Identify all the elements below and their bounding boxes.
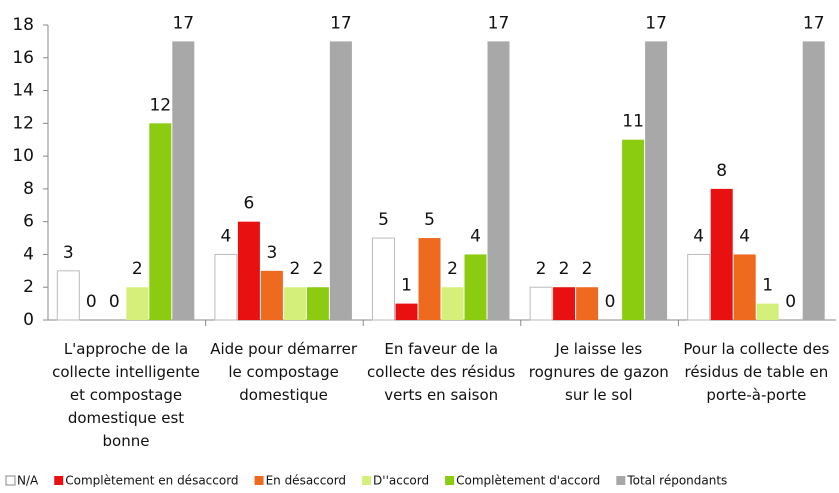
data-label: 2 <box>447 259 458 279</box>
bar <box>464 254 487 320</box>
data-label: 0 <box>109 292 120 312</box>
data-label: 2 <box>132 259 143 279</box>
data-label: 2 <box>559 259 570 279</box>
legend-swatch <box>254 476 264 485</box>
data-label: 2 <box>312 259 323 279</box>
data-label: 3 <box>266 243 277 263</box>
bar <box>418 238 441 320</box>
legend-label: D''accord <box>373 474 429 488</box>
y-tick-label: 8 <box>23 179 34 199</box>
legend-swatch <box>445 476 455 485</box>
data-label: 5 <box>378 210 389 230</box>
x-tick-label: L'approche de la collecte intelligente e… <box>52 340 200 450</box>
data-label: 0 <box>86 292 97 312</box>
legend-label: Total répondants <box>626 474 727 488</box>
bar <box>214 253 238 321</box>
y-tick-label: 10 <box>12 146 34 166</box>
data-label: 8 <box>716 161 727 181</box>
data-label: 12 <box>149 95 171 115</box>
legend-label: Complètement d'accord <box>456 474 600 488</box>
data-label: 17 <box>172 13 194 33</box>
data-label: 1 <box>401 276 412 296</box>
legend-swatch <box>54 476 64 485</box>
data-label: 17 <box>803 13 825 33</box>
bar <box>372 237 395 321</box>
y-tick-label: 6 <box>23 212 34 232</box>
data-label: 4 <box>220 226 231 246</box>
data-label: 17 <box>330 13 352 33</box>
bar <box>283 287 306 320</box>
data-label: 17 <box>488 13 510 33</box>
bar <box>237 221 260 320</box>
bar <box>645 41 668 321</box>
data-label: 4 <box>739 226 750 246</box>
bar <box>260 270 283 320</box>
legend-label: N/A <box>17 474 39 488</box>
bar <box>441 287 464 320</box>
x-tick-label: En faveur de la collecte des résidus ver… <box>367 340 516 404</box>
bar <box>687 253 711 321</box>
x-tick-label: Aide pour démarrer le compostage domesti… <box>210 340 357 404</box>
bar <box>126 287 149 320</box>
bar <box>576 287 599 320</box>
y-tick-label: 18 <box>12 15 34 35</box>
data-label: 17 <box>645 13 667 33</box>
data-label: 1 <box>762 276 773 296</box>
bar <box>329 41 352 321</box>
bar <box>553 287 576 320</box>
bar <box>529 286 553 321</box>
data-label: 11 <box>622 112 644 132</box>
data-label: 0 <box>785 292 796 312</box>
data-label: 2 <box>289 259 300 279</box>
x-tick-label: Je laisse les rognures de gazon sur le s… <box>528 340 669 404</box>
bar <box>802 41 825 321</box>
data-label: 4 <box>693 226 704 246</box>
bar <box>56 270 80 321</box>
bar <box>395 303 418 320</box>
y-tick-label: 12 <box>12 113 34 133</box>
bar <box>756 303 779 320</box>
bar <box>172 41 195 321</box>
legend-swatch <box>5 475 16 486</box>
data-label: 2 <box>536 259 547 279</box>
y-tick-label: 0 <box>23 310 34 330</box>
x-tick-label: Pour la collecte des résidus de table en… <box>683 340 830 404</box>
y-tick-label: 16 <box>12 48 34 68</box>
data-label: 4 <box>470 226 481 246</box>
y-tick-label: 14 <box>12 81 34 101</box>
bar <box>149 123 172 320</box>
data-label: 3 <box>63 243 74 263</box>
y-tick-label: 2 <box>23 277 34 297</box>
data-label: 6 <box>243 194 254 214</box>
bar <box>622 139 645 320</box>
legend-swatch <box>362 476 372 485</box>
legend-label: En désaccord <box>266 474 346 488</box>
data-label: 0 <box>605 292 616 312</box>
bar <box>487 41 510 321</box>
bar <box>710 188 733 320</box>
bar <box>733 254 756 320</box>
y-tick-label: 4 <box>23 244 34 264</box>
data-label: 5 <box>424 210 435 230</box>
legend-label: Complètement en désaccord <box>65 474 238 488</box>
data-label: 2 <box>582 259 593 279</box>
bar <box>306 287 329 320</box>
legend-swatch <box>616 476 626 485</box>
